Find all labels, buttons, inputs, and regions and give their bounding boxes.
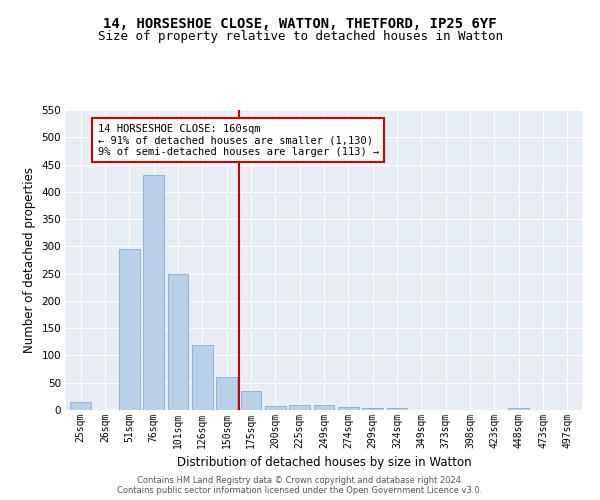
Text: 14, HORSESHOE CLOSE, WATTON, THETFORD, IP25 6YF: 14, HORSESHOE CLOSE, WATTON, THETFORD, I…: [103, 18, 497, 32]
Y-axis label: Number of detached properties: Number of detached properties: [23, 167, 36, 353]
Bar: [338, 408, 359, 410]
Bar: [386, 408, 407, 410]
Bar: [143, 176, 164, 410]
Bar: [362, 408, 383, 410]
Bar: [167, 274, 188, 410]
Bar: [216, 378, 237, 410]
Text: 14 HORSESHOE CLOSE: 160sqm
← 91% of detached houses are smaller (1,130)
9% of se: 14 HORSESHOE CLOSE: 160sqm ← 91% of deta…: [98, 124, 379, 157]
Bar: [508, 408, 529, 410]
Bar: [265, 406, 286, 410]
Bar: [241, 391, 262, 410]
Bar: [119, 249, 140, 410]
Text: Size of property relative to detached houses in Watton: Size of property relative to detached ho…: [97, 30, 503, 43]
Bar: [289, 404, 310, 410]
Bar: [314, 404, 334, 410]
Bar: [70, 402, 91, 410]
X-axis label: Distribution of detached houses by size in Watton: Distribution of detached houses by size …: [176, 456, 472, 469]
Text: Contains HM Land Registry data © Crown copyright and database right 2024.
Contai: Contains HM Land Registry data © Crown c…: [118, 476, 482, 495]
Bar: [192, 344, 212, 410]
